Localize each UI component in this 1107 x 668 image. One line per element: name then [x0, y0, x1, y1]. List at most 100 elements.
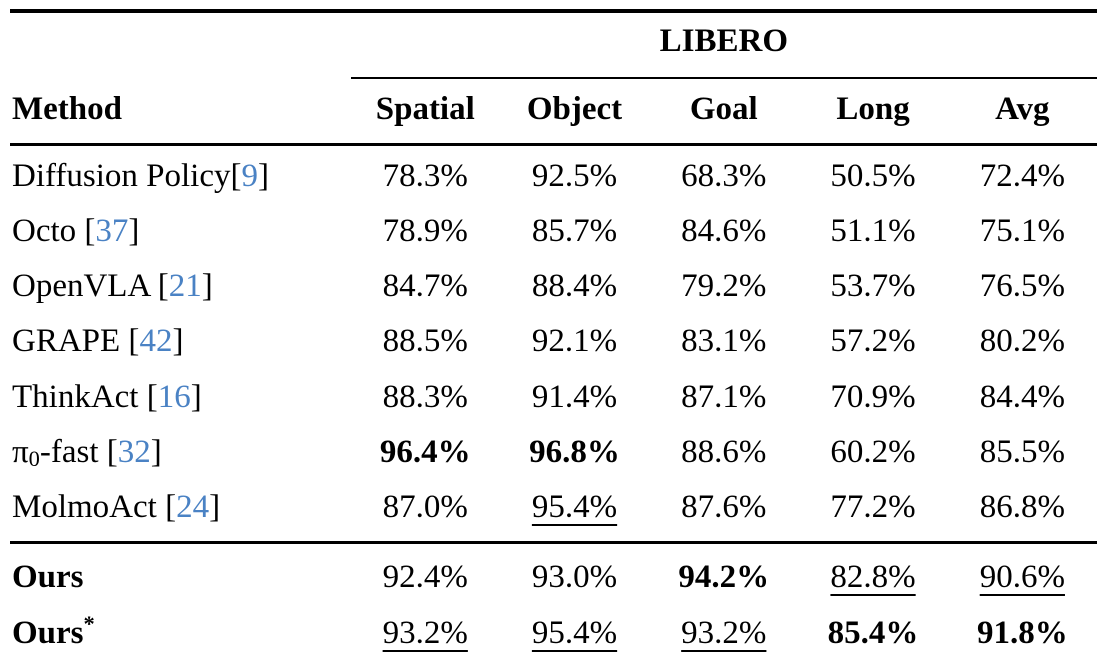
value-cell: 93.0%: [499, 541, 650, 606]
citation-link[interactable]: 21: [168, 268, 202, 304]
method-label: ]: [150, 433, 162, 470]
column-header-spatial: Spatial: [350, 78, 500, 146]
method-label: ]: [257, 157, 269, 194]
metric-value: 51.1%: [830, 212, 916, 249]
method-column-header: Method: [10, 78, 351, 146]
metric-value: 75.1%: [979, 212, 1065, 249]
method-label: ]: [201, 268, 213, 304]
table-row: MolmoAct [24] 87.0% 95.4% 87.6% 77.2% 86.8%: [10, 480, 1097, 543]
metric-value: 85.7%: [531, 212, 618, 249]
method-cell: π0-fast [32]: [10, 425, 351, 480]
value-cell: 78.3%: [351, 144, 500, 204]
citation-link[interactable]: 16: [157, 378, 191, 415]
metric-value: 70.9%: [830, 378, 916, 415]
metric-value: 94.2%: [678, 559, 770, 596]
group-header-spacer: [10, 11, 351, 78]
method-cell: MolmoAct [24]: [10, 480, 351, 543]
method-label: OpenVLA [: [12, 268, 169, 304]
value-cell: 80.2%: [948, 314, 1097, 369]
value-cell: 92.1%: [500, 314, 649, 369]
libero-results-table: LIBERO Method Spatial Object Goal Long A…: [10, 9, 1097, 668]
subscript-text: 0: [28, 445, 40, 471]
method-cell: GRAPE [42]: [10, 314, 351, 369]
value-cell: 83.1%: [649, 314, 798, 369]
metric-value: 93.2%: [382, 614, 468, 651]
metric-value: 85.5%: [979, 433, 1065, 470]
metric-value: 88.6%: [681, 433, 767, 470]
metric-value: 84.7%: [382, 268, 468, 304]
value-cell: 68.3%: [649, 144, 798, 204]
metric-value: 93.0%: [531, 559, 618, 596]
table-row: ThinkAct [16] 88.3% 91.4% 87.1% 70.9% 84.4%: [10, 370, 1097, 425]
value-cell: 86.8%: [948, 480, 1097, 543]
value-cell: 50.5%: [798, 144, 947, 204]
value-cell: 76.5%: [948, 259, 1097, 314]
citation-link[interactable]: 37: [95, 212, 129, 249]
metric-value: 53.7%: [830, 268, 916, 304]
value-cell: 75.1%: [948, 204, 1097, 259]
metric-value: 82.8%: [830, 559, 916, 596]
metric-value: 79.2%: [681, 268, 767, 304]
metric-value: 77.2%: [830, 489, 916, 525]
value-cell: 57.2%: [798, 314, 947, 369]
method-label: ]: [209, 489, 221, 525]
metric-value: 91.4%: [531, 378, 618, 415]
method-cell: Diffusion Policy[9]: [10, 144, 351, 204]
citation-link[interactable]: 9: [241, 157, 258, 194]
metric-value: 78.9%: [382, 212, 468, 249]
value-cell: 87.0%: [351, 480, 500, 543]
value-cell: 88.5%: [351, 314, 500, 369]
citation-link[interactable]: 42: [139, 323, 173, 360]
value-cell: 51.1%: [798, 204, 947, 259]
column-header-goal: Goal: [649, 78, 799, 146]
method-cell: ThinkAct [16]: [10, 370, 351, 425]
method-label: ThinkAct [: [12, 378, 158, 415]
metric-value: 92.4%: [382, 559, 468, 596]
value-cell: 93.2%: [649, 606, 798, 668]
method-cell: Octo [37]: [10, 204, 351, 259]
value-cell: 79.2%: [649, 259, 798, 314]
method-label: -fast [: [39, 433, 118, 470]
metric-value: 72.4%: [979, 157, 1065, 194]
metric-value: 96.4%: [379, 433, 471, 470]
metric-value: 87.6%: [681, 489, 767, 525]
citation-link[interactable]: 32: [117, 433, 151, 470]
metric-value: 86.8%: [979, 489, 1065, 525]
benchmark-group-title: LIBERO: [350, 11, 1097, 80]
metric-value: 90.6%: [979, 559, 1065, 596]
method-label: GRAPE [: [12, 323, 140, 360]
method-label: ]: [128, 212, 140, 249]
method-label: Ours: [12, 559, 84, 596]
value-cell: 87.6%: [649, 480, 798, 543]
method-label: ]: [172, 323, 184, 360]
value-cell: 84.7%: [351, 259, 500, 314]
value-cell: 92.5%: [500, 144, 649, 204]
table-row: Ours 92.4% 93.0% 94.2% 82.8% 90.6%: [10, 541, 1097, 606]
metric-value: 96.8%: [529, 433, 620, 470]
baseline-rows-section: Diffusion Policy[9] 78.3% 92.5% 68.3% 50.5% 7…: [10, 144, 1097, 543]
method-label: ]: [190, 378, 202, 415]
metric-value: 92.1%: [531, 323, 618, 360]
column-header-long: Long: [798, 78, 948, 146]
value-cell: 95.4%: [500, 606, 649, 668]
metric-value: 88.5%: [382, 323, 468, 360]
value-cell: 91.4%: [500, 370, 649, 425]
value-cell: 96.8%: [500, 425, 649, 480]
table-row: π0-fast [32] 96.4% 96.8% 88.6% 60.2% 85.5%: [10, 425, 1097, 480]
metric-value: 93.2%: [681, 614, 767, 651]
metric-value: 88.4%: [531, 268, 618, 304]
value-cell: 91.8%: [948, 606, 1097, 668]
table-row: Octo [37] 78.9% 85.7% 84.6% 51.1% 75.1%: [10, 204, 1097, 259]
value-cell: 78.9%: [351, 204, 500, 259]
value-cell: 87.1%: [649, 370, 798, 425]
method-label: π: [12, 433, 29, 470]
ours-rows-section: Ours 92.4% 93.0% 94.2% 82.8% 90.6% Ours* 93.2% 9…: [10, 541, 1097, 668]
citation-link[interactable]: 24: [176, 489, 210, 525]
value-cell: 88.6%: [649, 425, 798, 480]
metric-value: 78.3%: [382, 157, 468, 194]
value-cell: 96.4%: [351, 425, 500, 480]
metric-value: 87.0%: [382, 489, 468, 525]
method-label: Octo [: [12, 212, 96, 249]
column-header-row: Method Spatial Object Goal Long Avg: [10, 78, 1097, 146]
